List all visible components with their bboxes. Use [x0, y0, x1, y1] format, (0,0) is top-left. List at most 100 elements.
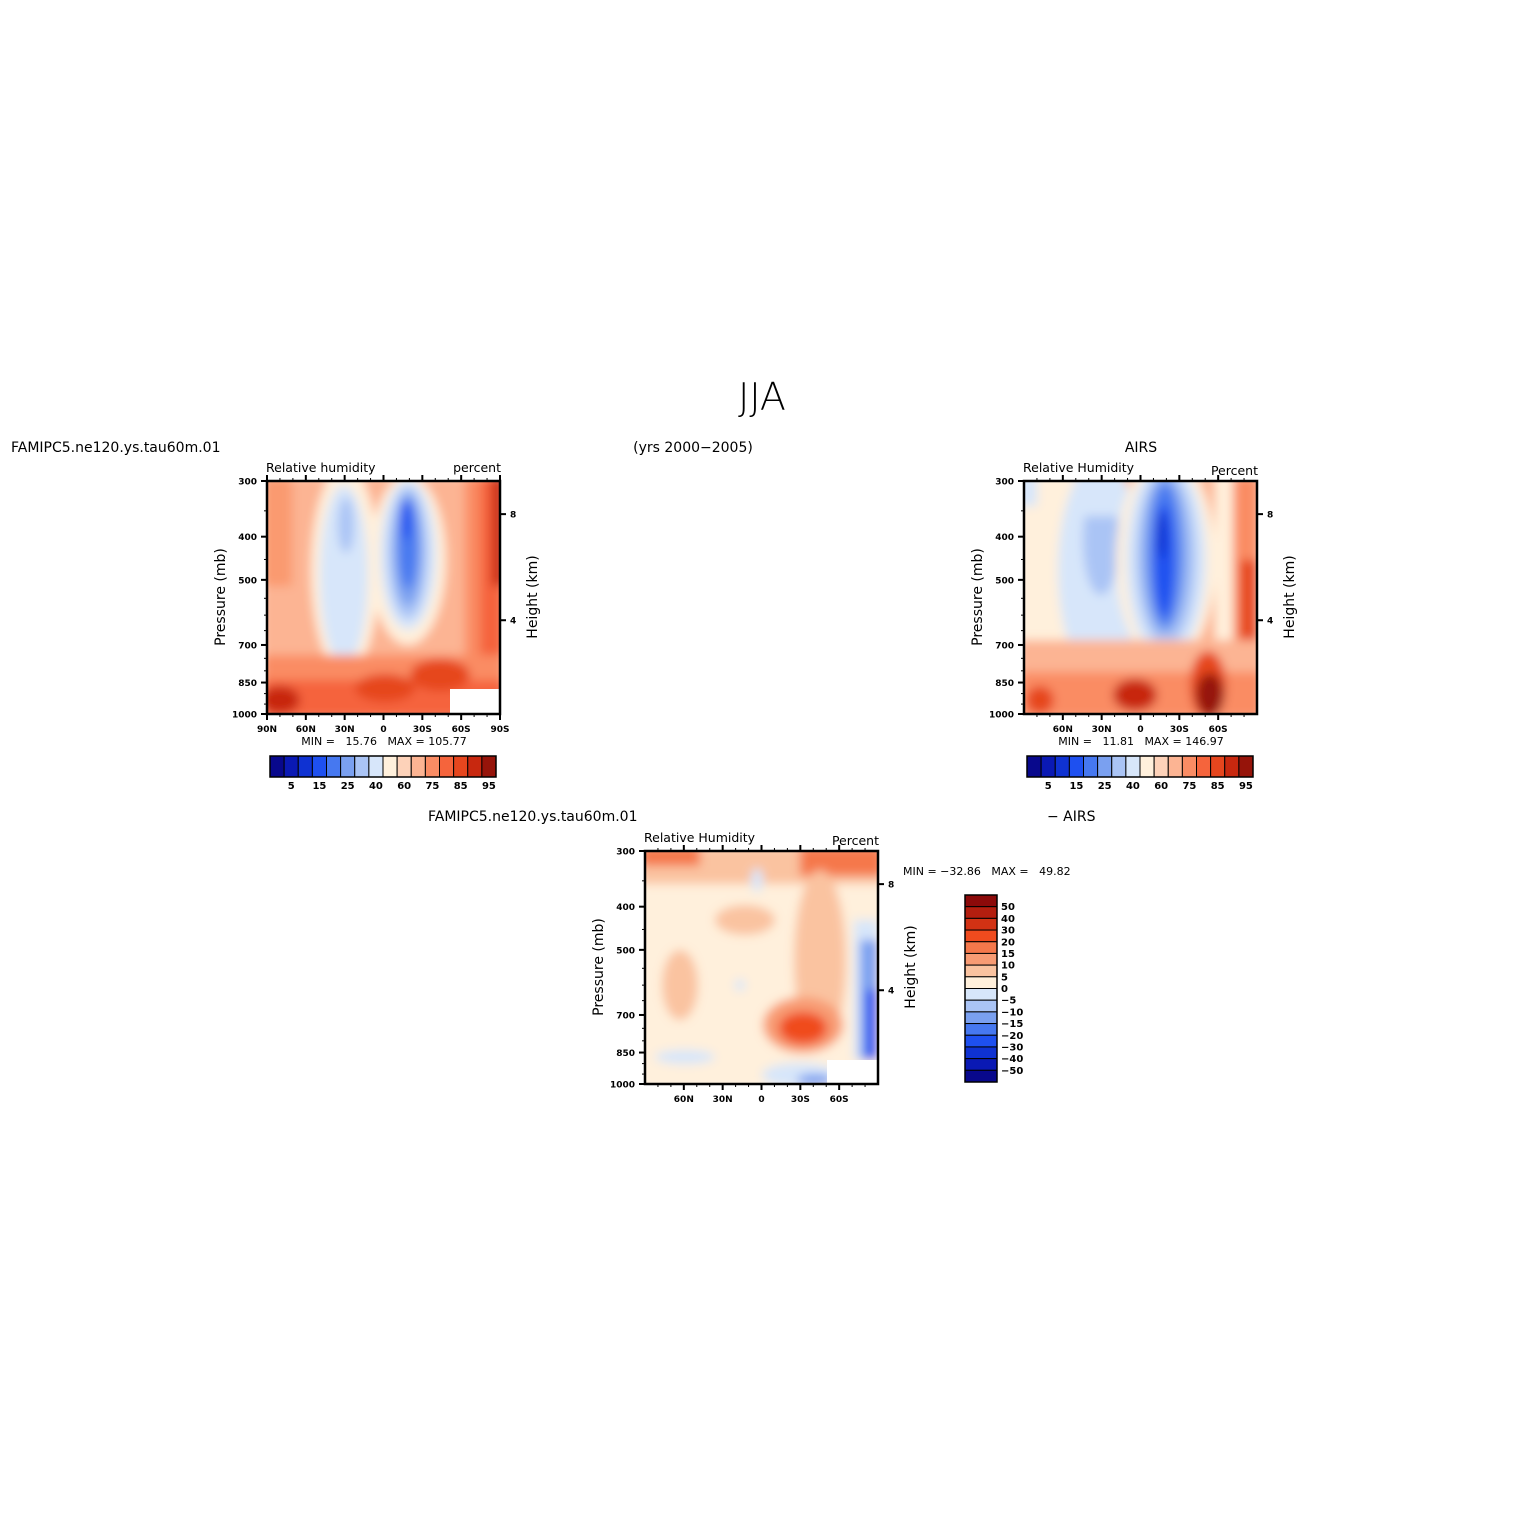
colorbar-swatch	[1238, 755, 1254, 778]
colorbar-swatch	[439, 755, 455, 778]
colorbar-swatch	[964, 1058, 998, 1071]
y-tick-label: 400	[238, 533, 257, 543]
panel-title: Relative humidity	[266, 460, 376, 475]
colorbar-swatch	[297, 755, 313, 778]
case-label-airs: AIRS	[1125, 440, 1157, 456]
x-tick-label: 30N	[713, 1095, 733, 1105]
colorbar-label: 75	[425, 781, 439, 792]
colorbar-swatch	[424, 755, 440, 778]
colorbar-label: 30	[1001, 926, 1015, 937]
colorbar: 5 15 25 40 60 75 85 95	[1026, 755, 1254, 792]
case-label-model: FAMIPC5.ne120.ys.tau60m.01	[11, 440, 220, 456]
panel-units: Percent	[832, 833, 879, 848]
colorbar-label: 85	[454, 781, 468, 792]
colorbar-label: −10	[1001, 1007, 1023, 1018]
colorbar-swatch	[964, 1069, 998, 1083]
colorbar-frame	[269, 755, 497, 778]
colorbar-swatch	[311, 755, 327, 778]
colorbar-swatch	[964, 988, 998, 1001]
colorbar-swatch	[964, 941, 998, 954]
y-tick-label: 850	[995, 679, 1014, 689]
missing-data-mask	[450, 689, 500, 714]
panel-airs: Relative Humidity Percent	[970, 460, 1298, 792]
x-tick-label: 30S	[413, 725, 432, 735]
colorbar-label: 20	[1001, 937, 1015, 948]
y-tick-label: 700	[995, 641, 1014, 651]
colorbar-swatch	[964, 917, 998, 931]
colorbar-swatch	[1181, 755, 1197, 778]
colorbar-label: 95	[482, 781, 496, 792]
y2-axis-label: Height (km)	[525, 555, 541, 638]
page-title: JJA	[738, 375, 786, 419]
y-tick-label: 400	[616, 903, 635, 913]
axes: 300 400 500 700 850 1000 8 4 60N 30N 0 30S 60S	[989, 475, 1273, 735]
y-axis-label: Pressure (mb)	[591, 918, 607, 1016]
heatmap-field	[1024, 481, 1257, 714]
axes: 300 400 500 700 850 1000 8 4 90N 60N 30N 0 30S 60S 90S	[232, 475, 516, 735]
colorbar-frame	[964, 894, 998, 1083]
x-tick-label: 30S	[1170, 725, 1189, 735]
colorbar-label: −50	[1001, 1066, 1023, 1077]
y-tick-label: 500	[616, 946, 635, 956]
colorbar-label: 60	[1154, 781, 1168, 792]
y2-axis-label: Height (km)	[1282, 555, 1298, 638]
y2-tick-label: 4	[888, 987, 894, 997]
years-label: (yrs 2000−2005)	[633, 440, 753, 456]
y-tick-label: 300	[616, 848, 635, 858]
panel-units: percent	[453, 460, 501, 475]
colorbar-swatch	[396, 755, 412, 778]
y-tick-label: 850	[238, 679, 257, 689]
colorbar-label: −20	[1001, 1031, 1023, 1042]
panel-difference: Relative Humidity Percent	[591, 830, 1071, 1105]
y-tick-label: 850	[616, 1049, 635, 1059]
y-tick-label: 700	[238, 641, 257, 651]
axes: 300 400 500 700 850 1000 8 4 60N 30N 0 30S 60S	[610, 845, 894, 1105]
y-tick-label: 1000	[989, 711, 1014, 721]
y-tick-label: 700	[616, 1011, 635, 1021]
y2-tick-label: 8	[510, 511, 516, 521]
colorbar-label: 15	[1069, 781, 1083, 792]
panel-title: Relative Humidity	[1023, 460, 1135, 475]
x-tick-label: 60S	[452, 725, 471, 735]
colorbar-swatch	[964, 1034, 998, 1048]
stats-text: MIN = 11.81 MAX = 146.97	[1058, 735, 1223, 748]
panel-model: Relative humidity percent	[213, 460, 541, 792]
colorbar-swatch	[382, 755, 398, 778]
y-tick-label: 1000	[610, 1081, 635, 1091]
colorbar-label: 75	[1182, 781, 1196, 792]
colorbar-frame	[1026, 755, 1254, 778]
colorbar-swatch	[964, 952, 998, 966]
y-tick-label: 300	[995, 478, 1014, 488]
colorbar-swatch	[1083, 755, 1099, 778]
colorbar-label: 40	[1001, 914, 1015, 925]
x-tick-label: 60S	[1209, 725, 1228, 735]
x-tick-label: 60S	[830, 1095, 849, 1105]
colorbar-swatch	[453, 755, 469, 778]
colorbar-swatch	[1125, 755, 1141, 778]
y-tick-label: 1000	[232, 711, 257, 721]
colorbar-label: 5	[1001, 972, 1008, 983]
y2-tick-label: 8	[888, 881, 894, 891]
y-tick-label: 500	[238, 576, 257, 586]
y2-tick-label: 8	[1267, 511, 1273, 521]
colorbar-swatch	[354, 755, 370, 778]
colorbar-label: 10	[1001, 961, 1015, 972]
panel-units: Percent	[1211, 463, 1258, 478]
colorbar-swatch	[1097, 755, 1113, 778]
colorbar-swatch	[964, 929, 998, 943]
stats-text: MIN = 15.76 MAX = 105.77	[301, 735, 466, 748]
colorbar-swatch	[964, 894, 998, 908]
missing-data-mask	[827, 1060, 878, 1084]
colorbar-swatch	[1111, 755, 1127, 778]
colorbar-swatch	[269, 755, 285, 778]
colorbar-swatch	[1026, 755, 1042, 778]
colorbar-swatch	[1068, 755, 1084, 778]
x-tick-label: 30N	[1092, 725, 1112, 735]
colorbar-swatch	[1167, 755, 1183, 778]
colorbar-label: −30	[1001, 1042, 1023, 1053]
diff-minus-label: − AIRS	[1047, 809, 1096, 825]
colorbar-swatch	[1210, 755, 1226, 778]
colorbar-label: −40	[1001, 1054, 1023, 1065]
colorbar-swatch	[964, 964, 998, 978]
